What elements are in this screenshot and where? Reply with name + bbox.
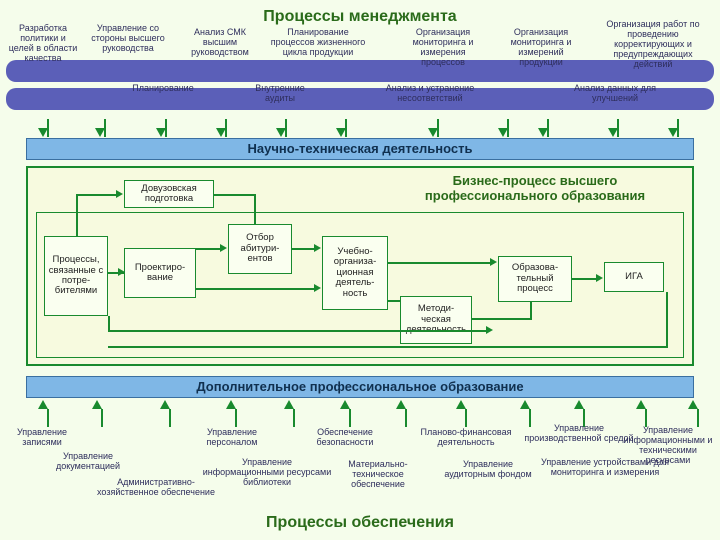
- bottom-label-1: Управление записями: [6, 428, 78, 448]
- edge: [388, 300, 400, 302]
- bottom-label-6: Обеспечение безопасности: [300, 428, 390, 448]
- edge: [388, 262, 492, 264]
- top-label-10: Анализ и устранение несоответствий: [370, 84, 490, 104]
- bottom-label-5: Управление информационными ресурсами биб…: [202, 458, 332, 488]
- bottom-label-10: Управление производственной средой: [524, 424, 634, 444]
- bottom-label-7: Материально-техническое обеспечение: [328, 460, 428, 490]
- top-label-8: Планирование: [118, 84, 208, 94]
- node-preuniv: Довузовская подготовка: [124, 180, 214, 208]
- arrow-up-icon: [92, 400, 102, 409]
- arrow-up-icon: [520, 400, 530, 409]
- title-bottom: Процессы обеспечения: [0, 514, 720, 532]
- edge: [530, 302, 532, 320]
- arrow-down-icon: [38, 128, 48, 137]
- top-label-1: Разработка политики и целей в области ка…: [8, 24, 78, 64]
- bottom-label-8: Планово-финансовая деятельность: [418, 428, 514, 448]
- arrow-up-icon: [636, 400, 646, 409]
- edge: [572, 278, 598, 280]
- top-label-3: Анализ СМК высшим руководством: [180, 28, 260, 58]
- arrow-up-icon: [160, 400, 170, 409]
- arrow-up-icon: [38, 400, 48, 409]
- top-label-5: Организация мониторинга и измерения проц…: [398, 28, 488, 68]
- arrow-down-icon: [216, 128, 226, 137]
- edge: [472, 318, 530, 320]
- bar-addedu: Дополнительное профессиональное образова…: [26, 376, 694, 398]
- top-label-11: Анализ данных для улучшений: [560, 84, 670, 104]
- arrow-down-icon: [538, 128, 548, 137]
- arrow-up-icon: [226, 400, 236, 409]
- arrow-down-icon: [336, 128, 346, 137]
- biz-title-line2: профессионального образования: [425, 188, 645, 203]
- node-iga: ИГА: [604, 262, 664, 292]
- arrow-down-icon: [668, 128, 678, 137]
- node-eduorg: Учебно-организа-ционная деятель-ность: [322, 236, 388, 310]
- top-label-9: Внутренние аудиты: [240, 84, 320, 104]
- node-consumers: Процессы, связанные с потре-бителями: [44, 236, 108, 316]
- arrow-down-icon: [95, 128, 105, 137]
- arrow-up-icon: [340, 400, 350, 409]
- arrow-down-icon: [276, 128, 286, 137]
- business-process-title: Бизнес-процесс высшего профессионального…: [390, 174, 680, 204]
- edge: [108, 330, 488, 332]
- edge: [666, 292, 668, 348]
- arrow-down-icon: [498, 128, 508, 137]
- node-eduprocess: Образова-тельный процесс: [498, 256, 572, 302]
- arrow-right-icon: [596, 274, 603, 282]
- arrow-right-icon: [486, 326, 493, 334]
- top-label-4: Планирование процессов жизненного цикла …: [268, 28, 368, 58]
- node-design: Проектиро-вание: [124, 248, 196, 298]
- top-label-7: Организация работ по проведению корректи…: [594, 20, 712, 69]
- bar-scientific: Научно-техническая деятельность: [26, 138, 694, 160]
- arrow-down-icon: [608, 128, 618, 137]
- arrow-up-icon: [396, 400, 406, 409]
- arrow-up-icon: [456, 400, 466, 409]
- arrow-up-icon: [284, 400, 294, 409]
- bottom-label-2: Управление документацией: [40, 452, 136, 472]
- arrow-right-icon: [116, 190, 123, 198]
- edge: [196, 288, 316, 290]
- arrow-right-icon: [118, 268, 125, 276]
- edge: [108, 346, 668, 348]
- arrow-down-icon: [428, 128, 438, 137]
- arrow-down-icon: [156, 128, 166, 137]
- edge: [292, 248, 316, 250]
- arrow-up-icon: [688, 400, 698, 409]
- edge: [254, 194, 256, 224]
- bottom-label-9: Управление аудиторным фондом: [440, 460, 536, 480]
- arrow-right-icon: [490, 258, 497, 266]
- edge: [196, 248, 222, 250]
- arrow-right-icon: [220, 244, 227, 252]
- edge: [76, 194, 118, 196]
- arrow-up-icon: [574, 400, 584, 409]
- node-method: Методи-ческая деятельность: [400, 296, 472, 344]
- node-selection: Отбор абитури-ентов: [228, 224, 292, 274]
- bottom-label-12: Управление информационными и техническим…: [620, 426, 716, 466]
- arrow-right-icon: [314, 244, 321, 252]
- edge: [108, 316, 110, 332]
- bottom-label-3: Административно-хозяйственное обеспечени…: [96, 478, 216, 498]
- edge: [76, 194, 78, 236]
- bottom-label-4: Управление персоналом: [192, 428, 272, 448]
- top-label-6: Организация мониторинга и измерений прод…: [498, 28, 584, 68]
- edge: [214, 194, 254, 196]
- arrow-right-icon: [314, 284, 321, 292]
- biz-title-line1: Бизнес-процесс высшего: [453, 173, 618, 188]
- top-label-2: Управление со стороны высшего руководств…: [88, 24, 168, 54]
